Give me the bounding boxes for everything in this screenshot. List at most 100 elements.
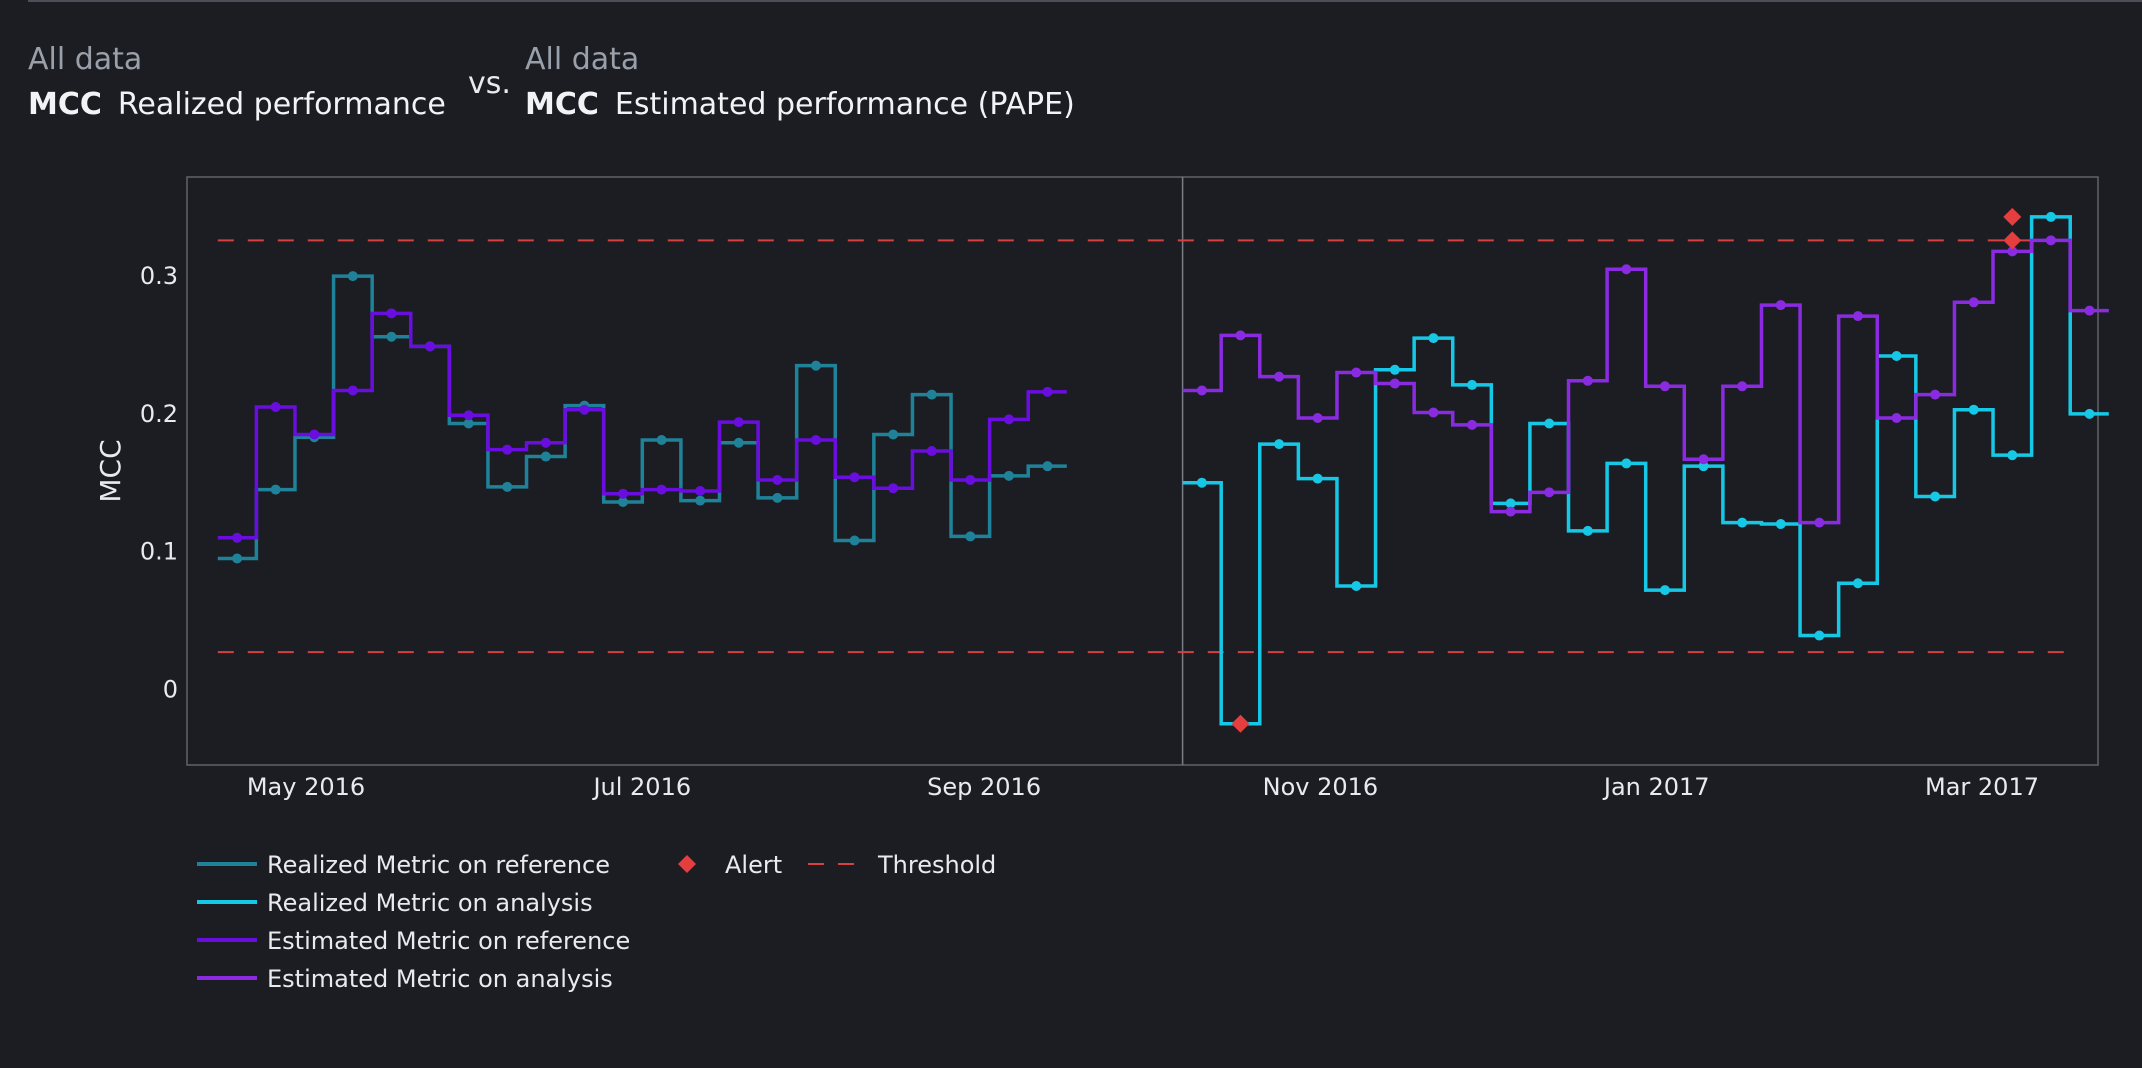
data-point bbox=[1003, 470, 1014, 481]
data-point bbox=[1467, 419, 1478, 430]
data-point bbox=[1891, 412, 1902, 423]
data-point bbox=[386, 331, 397, 342]
data-point bbox=[1968, 297, 1979, 308]
data-point bbox=[1852, 578, 1863, 589]
data-point bbox=[1698, 454, 1709, 465]
header-right-subtitle: All data bbox=[525, 42, 640, 77]
legend-label: Estimated Metric on analysis bbox=[267, 965, 613, 993]
data-point bbox=[386, 308, 397, 319]
x-tick-label: May 2016 bbox=[247, 773, 365, 801]
y-tick-label: 0.2 bbox=[140, 400, 178, 428]
data-point bbox=[347, 385, 358, 396]
x-tick-label: Nov 2016 bbox=[1263, 773, 1379, 801]
data-point bbox=[1814, 630, 1825, 641]
data-point bbox=[965, 474, 976, 485]
series-line bbox=[1182, 215, 2109, 726]
data-point bbox=[579, 404, 590, 415]
data-point bbox=[1659, 381, 1670, 392]
data-point bbox=[309, 429, 320, 440]
data-point bbox=[1312, 412, 1323, 423]
data-point bbox=[270, 401, 281, 412]
data-point bbox=[2045, 235, 2056, 246]
header-left: All data MCC Realized performance bbox=[28, 40, 446, 122]
data-point bbox=[1351, 367, 1362, 378]
data-point bbox=[695, 485, 706, 496]
header-right-label: Estimated performance (PAPE) bbox=[614, 87, 1075, 122]
data-point bbox=[1042, 386, 1053, 397]
data-point bbox=[695, 495, 706, 506]
data-point bbox=[1968, 404, 1979, 415]
data-point bbox=[1003, 414, 1014, 425]
data-point bbox=[926, 446, 937, 457]
data-point bbox=[1274, 371, 1285, 382]
data-point bbox=[1428, 333, 1439, 344]
data-point bbox=[656, 435, 667, 446]
x-tick-label: Sep 2016 bbox=[927, 773, 1041, 801]
data-point bbox=[1235, 330, 1246, 341]
data-point bbox=[1659, 585, 1670, 596]
data-point bbox=[425, 341, 436, 352]
data-point bbox=[733, 417, 744, 428]
data-point bbox=[1467, 379, 1478, 390]
data-point bbox=[849, 535, 860, 546]
series-line bbox=[1182, 238, 2109, 525]
data-point bbox=[1852, 311, 1863, 322]
data-point bbox=[1505, 498, 1516, 509]
data-point bbox=[1582, 525, 1593, 536]
data-point bbox=[540, 451, 551, 462]
data-point bbox=[1351, 580, 1362, 591]
y-axis-label: MCC bbox=[94, 439, 127, 502]
x-tick-label: Jan 2017 bbox=[1602, 773, 1710, 801]
top-divider bbox=[28, 0, 2142, 2]
data-point bbox=[2045, 211, 2056, 222]
data-point bbox=[1196, 385, 1207, 396]
data-point bbox=[1544, 487, 1555, 498]
data-point bbox=[502, 481, 513, 492]
data-point bbox=[618, 488, 629, 499]
legend-swatch-diamond bbox=[678, 855, 696, 873]
data-point bbox=[1042, 461, 1053, 472]
data-point bbox=[463, 410, 474, 421]
data-point bbox=[270, 484, 281, 495]
series-line bbox=[217, 274, 1067, 561]
data-point bbox=[232, 532, 243, 543]
data-point bbox=[1775, 300, 1786, 311]
header-right-title: MCC Estimated performance (PAPE) bbox=[525, 87, 1075, 122]
data-point bbox=[540, 437, 551, 448]
data-point bbox=[2007, 246, 2018, 257]
data-point bbox=[1428, 407, 1439, 418]
data-point bbox=[2084, 305, 2095, 316]
data-point bbox=[772, 474, 783, 485]
data-point bbox=[1930, 491, 1941, 502]
data-point bbox=[965, 531, 976, 542]
data-point bbox=[1196, 477, 1207, 488]
data-point bbox=[1544, 418, 1555, 429]
plot-area-frame bbox=[186, 176, 2099, 766]
legend-label: Threshold bbox=[877, 851, 996, 879]
y-tick-label: 0.1 bbox=[140, 538, 178, 566]
data-point bbox=[1737, 517, 1748, 528]
data-point bbox=[618, 496, 629, 507]
data-point bbox=[463, 418, 474, 429]
data-point bbox=[810, 360, 821, 371]
data-point bbox=[232, 553, 243, 564]
data-point bbox=[810, 435, 821, 446]
data-point bbox=[772, 492, 783, 503]
data-point bbox=[1312, 473, 1323, 484]
y-tick-label: 0.3 bbox=[140, 262, 178, 290]
header-left-label: Realized performance bbox=[117, 87, 446, 122]
alert-marker bbox=[2003, 231, 2022, 250]
data-point bbox=[1621, 264, 1632, 275]
data-point bbox=[1814, 517, 1825, 528]
data-point bbox=[1389, 364, 1400, 375]
data-point bbox=[502, 444, 513, 455]
series-line bbox=[217, 311, 1067, 540]
data-point bbox=[888, 483, 899, 494]
x-tick-label: Mar 2017 bbox=[1925, 773, 2039, 801]
header-left-subtitle: All data bbox=[28, 42, 143, 77]
data-point bbox=[1737, 381, 1748, 392]
data-point bbox=[849, 472, 860, 483]
data-point bbox=[2084, 408, 2095, 419]
data-point bbox=[1930, 389, 1941, 400]
